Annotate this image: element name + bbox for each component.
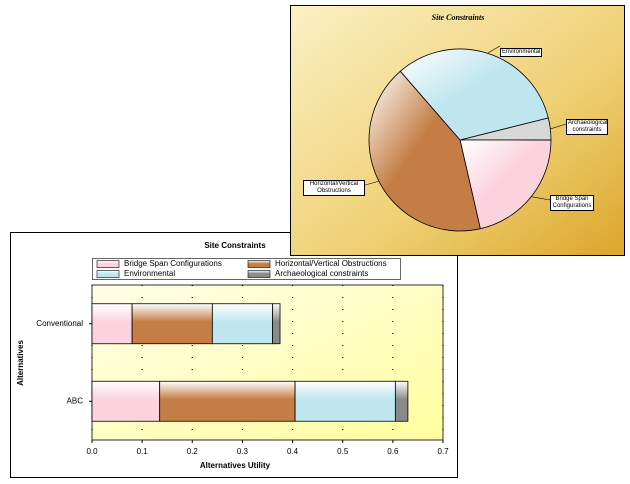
bar-segment: [394, 380, 409, 422]
bar-segment: [159, 380, 296, 422]
x-tick-label: 0.5: [337, 447, 349, 456]
chart-title: Site Constraints: [204, 241, 266, 250]
slice-label-box: Archaeological constraints: [566, 119, 608, 135]
x-tick-label: 0.0: [86, 447, 98, 456]
pie-slice: [368, 70, 481, 232]
legend-label: Environmental: [124, 269, 175, 278]
bar-segment: [91, 303, 133, 345]
legend-swatch: [96, 270, 120, 278]
slice-label-box: Environmental: [500, 48, 543, 57]
bar-chart-panel: Site Constraints Alternatives Utility Al…: [10, 232, 458, 478]
slice-label: Archaeological constraints: [566, 119, 608, 135]
leader-line: [531, 196, 551, 201]
y-axis-title: Alternatives: [16, 340, 25, 386]
pie-chart-panel: Site Constraints Environmental Archaeolog…: [290, 5, 625, 256]
leader-line: [364, 180, 379, 186]
x-tick-label: 0.7: [437, 447, 449, 456]
legend-frame: [92, 258, 401, 280]
leader-line: [550, 123, 567, 130]
x-tick-label: 0.6: [387, 447, 399, 456]
legend-label: Archaeological constraints: [275, 269, 368, 278]
y-tick-label: Conventional: [36, 319, 83, 328]
bar-segment: [91, 380, 161, 422]
x-axis-title: Alternatives Utility: [200, 461, 271, 470]
bar-segment: [131, 303, 213, 345]
leader-line: [487, 45, 501, 54]
legend-swatch: [96, 260, 120, 268]
x-tick-label: 0.2: [187, 447, 199, 456]
slice-label-box: Horizontal/Vertical Obstructions: [303, 180, 365, 196]
bar-segment: [294, 380, 396, 422]
legend-label: Bridge Span Configurations: [124, 259, 222, 268]
y-tick-label: ABC: [67, 396, 84, 405]
slice-label: Horizontal/Vertical Obstructions: [303, 180, 365, 196]
legend-label: Horizontal/Vertical Obstructions: [275, 259, 387, 268]
bar-segment: [272, 303, 281, 345]
x-tick-label: 0.4: [287, 447, 299, 456]
x-tick-label: 0.1: [137, 447, 149, 456]
chart-title: Site Constraints: [432, 13, 485, 22]
legend-swatch: [247, 260, 271, 268]
slice-label: Environmental: [500, 48, 543, 57]
x-tick-label: 0.3: [237, 447, 249, 456]
pie-slice: [459, 139, 552, 230]
slice-label-box: Bridge Span Configurations: [550, 195, 594, 211]
bar-segment: [211, 303, 273, 345]
slice-label: Bridge Span Configurations: [550, 195, 594, 211]
legend-swatch: [247, 270, 271, 278]
